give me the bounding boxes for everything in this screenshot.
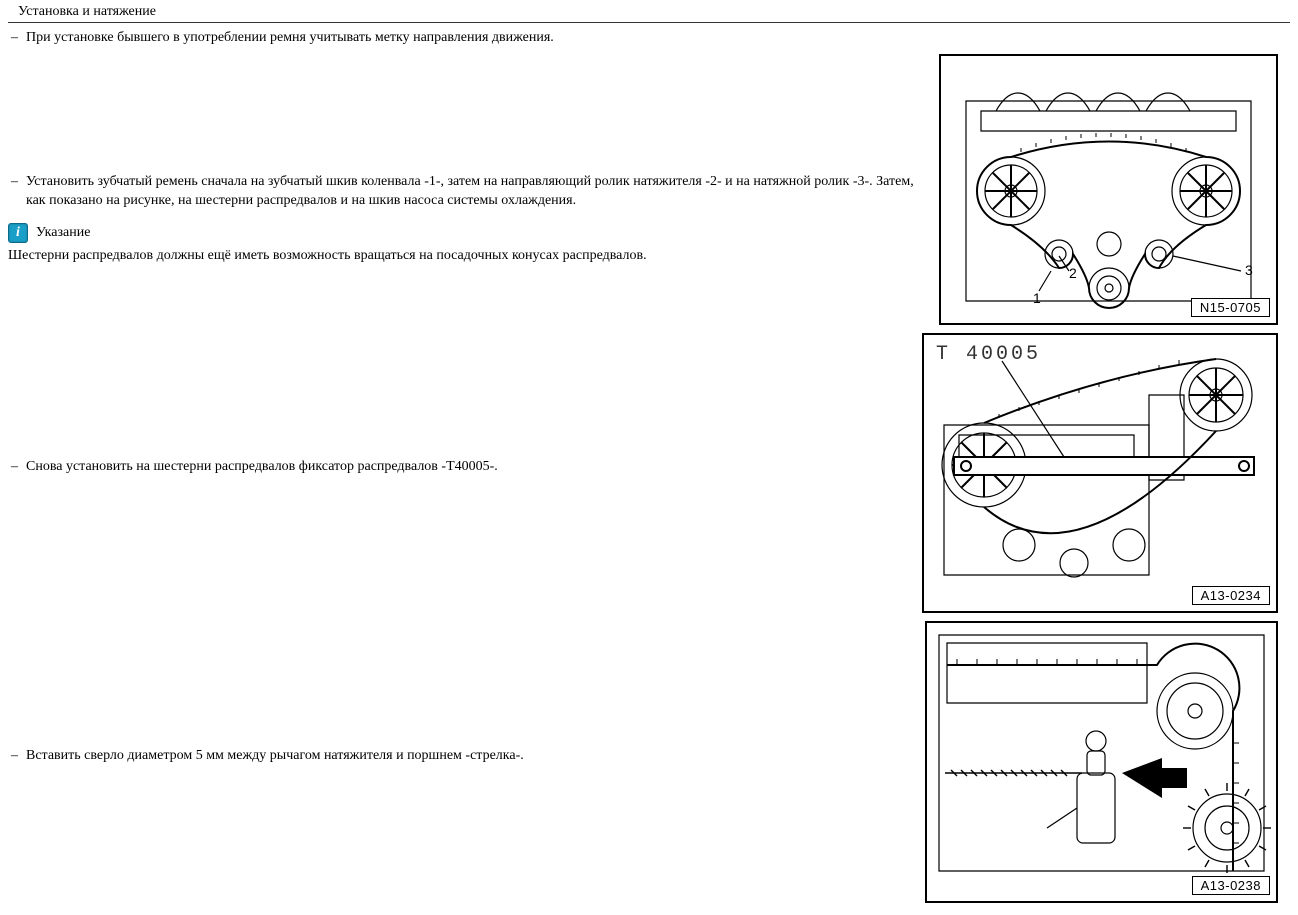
figure-2: T 40005 [922,333,1278,613]
figure-1: 1 2 3 N15-0705 [939,54,1278,325]
row-fig2: Снова установить на шестерни распредвало… [8,333,1290,621]
svg-text:2: 2 [1069,265,1077,281]
step-list-3: Снова установить на шестерни распредвало… [8,458,912,483]
horizontal-rule [8,22,1290,23]
figure-code: A13-0238 [1192,876,1270,895]
step-text: Снова установить на шестерни распредвало… [26,459,498,474]
figure-col-3: A13-0238 [925,621,1290,911]
step-item: Вставить сверло диаметром 5 мм между рыч… [8,747,915,766]
figure-col-1: 1 2 3 N15-0705 [939,54,1290,333]
note-row: i Указание [8,223,929,243]
row-fig3: Вставить сверло диаметром 5 мм между рыч… [8,621,1290,911]
step-list-4: Вставить сверло диаметром 5 мм между рыч… [8,747,915,772]
info-icon: i [8,223,28,243]
figure-code: N15-0705 [1191,298,1270,317]
text-col-1: Установить зубчатый ремень сначала на зу… [8,54,939,321]
text-col-3: Вставить сверло диаметром 5 мм между рыч… [8,621,925,899]
step-text: Установить зубчатый ремень сначала на зу… [26,174,914,208]
step-list-2: Установить зубчатый ремень сначала на зу… [8,173,929,217]
svg-text:1: 1 [1033,290,1041,306]
note-body: Шестерни распредвалов должны ещё иметь в… [8,247,929,266]
note-label: Указание [36,225,90,241]
figure-col-2: T 40005 [922,333,1290,621]
row-fig1: Установить зубчатый ремень сначала на зу… [8,54,1290,333]
step-list-1: При установке бывшего в употреблении рем… [8,29,1290,48]
section-title: Установка и натяжение [18,4,1290,20]
step-text: При установке бывшего в употреблении рем… [26,30,554,45]
svg-text:3: 3 [1245,262,1253,278]
step-item: Установить зубчатый ремень сначала на зу… [8,173,929,211]
step-item: Снова установить на шестерни распредвало… [8,458,912,477]
step-text: Вставить сверло диаметром 5 мм между рыч… [26,748,524,763]
figure-code: A13-0234 [1192,586,1270,605]
tool-label: T 40005 [936,343,1041,366]
page: Установка и натяжение При установке бывш… [0,0,1298,915]
text-col-2: Снова установить на шестерни распредвало… [8,333,922,609]
step-item: При установке бывшего в употреблении рем… [8,29,1290,48]
figure-3: A13-0238 [925,621,1278,903]
